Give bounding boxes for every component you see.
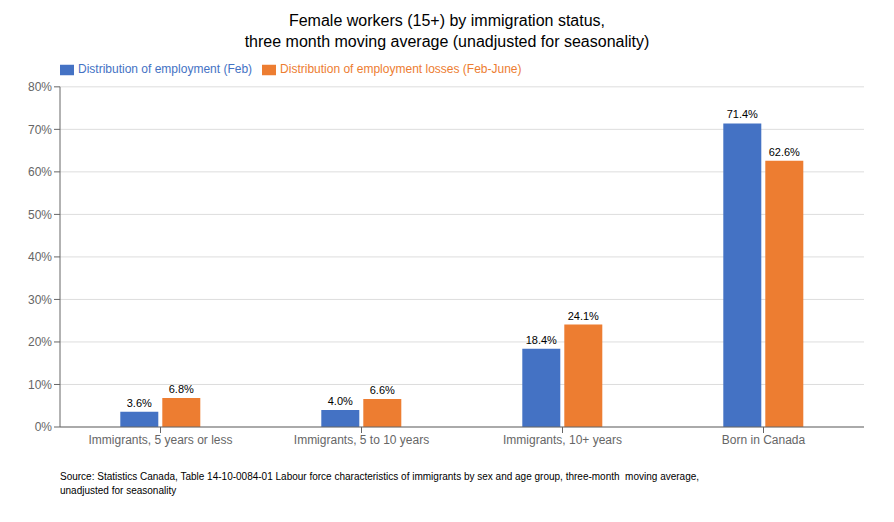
svg-text:6.8%: 6.8% (169, 383, 194, 395)
html-text:Distribution of employment los: Distribution of employment losses (Feb-J… (280, 62, 522, 76)
svg-text:Immigrants, 10+ years: Immigrants, 10+ years (503, 433, 622, 447)
svg-text:60%: 60% (28, 165, 52, 179)
svg-text:80%: 80% (28, 80, 52, 94)
svg-text:30%: 30% (28, 293, 52, 307)
html-text:Female workers (15+) by immigr: Female workers (15+) by immigration stat… (288, 12, 605, 29)
svg-text:62.6%: 62.6% (769, 146, 800, 158)
svg-text:6.6%: 6.6% (370, 384, 395, 396)
svg-text:Born in Canada: Born in Canada (722, 433, 806, 447)
svg-text:24.1%: 24.1% (568, 310, 599, 322)
svg-text:10%: 10% (28, 378, 52, 392)
svg-text:4.0%: 4.0% (328, 395, 353, 407)
svg-text:3.6%: 3.6% (127, 397, 152, 409)
html-text:three month moving average (un: three month moving average (unadjusted f… (244, 33, 650, 50)
html-text:unadjusted for seasonality: unadjusted for seasonality (60, 485, 177, 496)
svg-text:18.4%: 18.4% (526, 334, 557, 346)
svg-text:20%: 20% (28, 335, 52, 349)
svg-text:71.4%: 71.4% (727, 108, 758, 120)
svg-text:Immigrants, 5 to 10 years: Immigrants, 5 to 10 years (294, 433, 429, 447)
html-text:Distribution of employment (Fe: Distribution of employment (Feb) (78, 62, 253, 76)
html-text:Source: Statistics Canada, Tab: Source: Statistics Canada, Table 14-10-0… (60, 471, 700, 482)
svg-text:50%: 50% (28, 208, 52, 222)
svg-text:70%: 70% (28, 123, 52, 137)
svg-text:40%: 40% (28, 250, 52, 264)
svg-text:0%: 0% (35, 420, 53, 434)
svg-text:Immigrants, 5 years or less: Immigrants, 5 years or less (88, 433, 232, 447)
